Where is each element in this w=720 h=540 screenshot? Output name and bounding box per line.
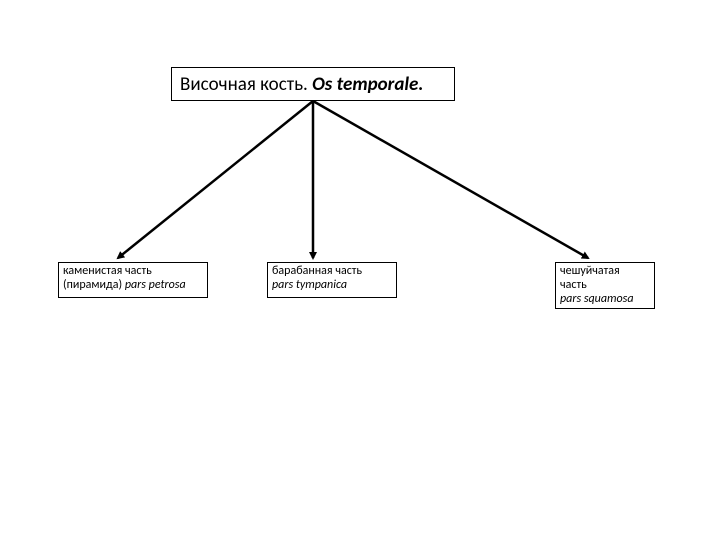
root-node: Височная кость. Os temporale. (171, 67, 455, 101)
child-node-squamosa: чешуйчатая часть pars squamosa (555, 262, 655, 309)
child2-ru2: часть (560, 278, 587, 292)
child1-ru1: барабанная часть (272, 264, 362, 278)
child0-ru1: каменистая часть (63, 264, 152, 278)
child2-ru1: чешуйчатая (560, 264, 620, 278)
child2-latin: pars squamosa (560, 292, 634, 306)
child0-latin: pars petrosa (125, 278, 186, 292)
child1-latin: pars tympanica (272, 278, 347, 292)
root-ru: Височная кость. (180, 73, 308, 96)
child-node-petrosa: каменистая часть (пирамида) pars petrosa (58, 262, 208, 298)
child0-ru2: (пирамида) (63, 278, 125, 292)
root-latin: Os temporale. (312, 73, 423, 96)
child-node-tympanica: барабанная часть pars tympanica (267, 262, 397, 298)
